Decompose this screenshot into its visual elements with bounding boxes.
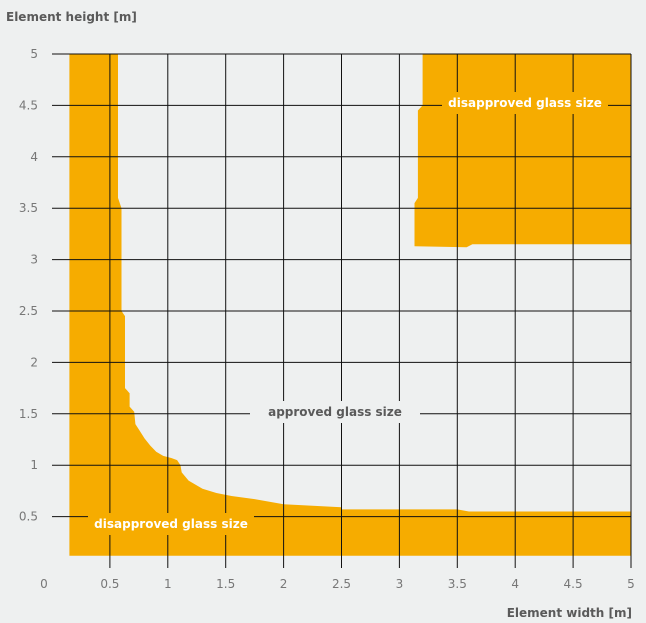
y-tick-label: 0.5: [19, 510, 38, 524]
annotation-approved: approved glass size: [268, 405, 402, 419]
annotations: approved glass size disapproved glass siz…: [88, 92, 608, 535]
regions: [69, 54, 631, 556]
annotation-disapproved-lower-left: disapproved glass size: [94, 517, 248, 531]
y-tick-label: 2.5: [19, 304, 38, 318]
x-tick-label: 5: [627, 577, 635, 591]
region-disapproved-lower-left: [69, 54, 631, 556]
annotation-approved-box: [250, 401, 420, 423]
y-tick-label: 2: [30, 355, 38, 369]
y-axis-title: Element height [m]: [6, 10, 137, 24]
x-tick-label: 3: [396, 577, 404, 591]
y-tick-label: 5: [30, 47, 38, 61]
annotation-disapproved-upper-right-box: [442, 92, 608, 114]
y-tick-label: 1: [30, 458, 38, 472]
x-tick-label: 4: [511, 577, 519, 591]
y-tick-label: 3: [30, 253, 38, 267]
x-tick-label: 2: [280, 577, 288, 591]
x-tick-label: 4.5: [564, 577, 583, 591]
x-tick-label: 1.5: [216, 577, 235, 591]
x-tick-label: 0.5: [100, 577, 119, 591]
x-tick-label: 2.5: [332, 577, 351, 591]
tick-labels: 0 0.5 1 1.5 2 2.5 3 3.5 4 4.5 5 0.5 1 1.5 2 2.5 3 3.5 4 4.5…: [19, 47, 635, 591]
annotation-disapproved-lower-left-box: [88, 513, 254, 535]
x-tick-label: 3.5: [448, 577, 467, 591]
x-tick-label: 1: [164, 577, 172, 591]
x-tick-label: 0: [40, 577, 48, 591]
y-tick-label: 4.5: [19, 98, 38, 112]
annotation-disapproved-upper-right: disapproved glass size: [448, 96, 602, 110]
y-tick-label: 1.5: [19, 407, 38, 421]
region-disapproved-upper-right: [414, 54, 631, 248]
x-axis-title: Element width [m]: [506, 606, 632, 620]
y-tick-label: 3.5: [19, 201, 38, 215]
y-tick-label: 4: [30, 150, 38, 164]
